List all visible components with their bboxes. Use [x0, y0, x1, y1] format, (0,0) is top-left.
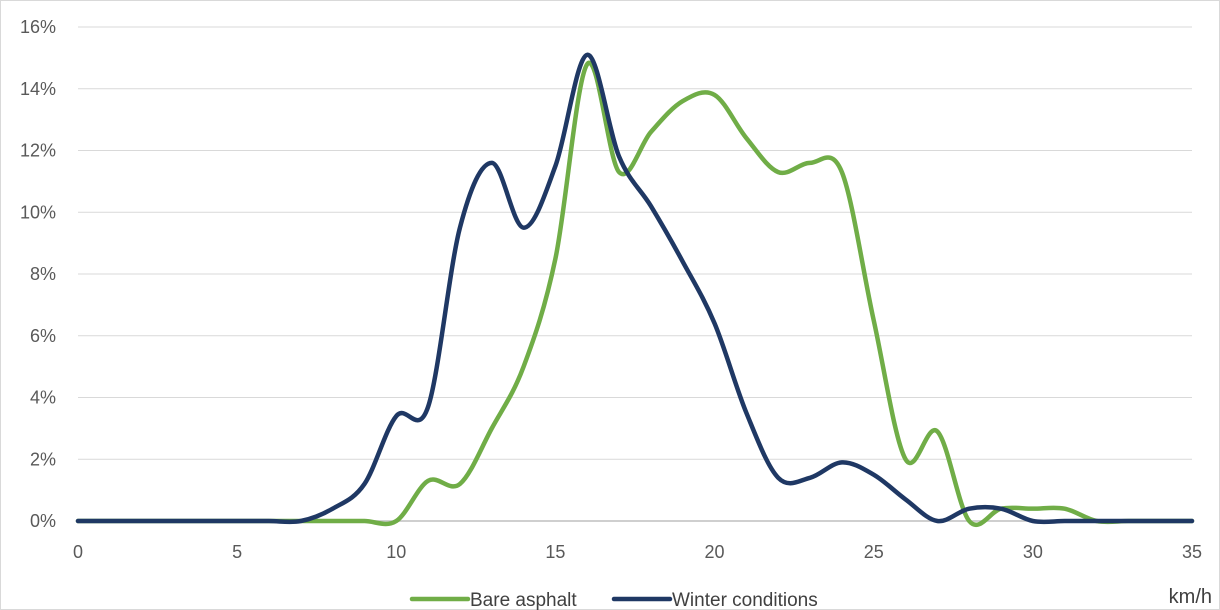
x-tick-label: 25 [864, 542, 884, 562]
x-tick-label: 30 [1023, 542, 1043, 562]
x-axis-unit-label: km/h [1169, 586, 1212, 608]
y-tick-label: 16% [20, 17, 56, 37]
x-tick-label: 15 [545, 542, 565, 562]
y-tick-label: 8% [30, 264, 56, 284]
y-tick-label: 14% [20, 79, 56, 99]
x-axis-tick-labels: 0 5 10 15 20 25 30 35 [73, 542, 1202, 562]
x-tick-label: 20 [705, 542, 725, 562]
gridlines [78, 26, 1192, 460]
y-tick-label: 10% [20, 202, 56, 222]
y-tick-label: 2% [30, 449, 56, 469]
series-line-winter-conditions [75, 52, 1195, 525]
x-tick-label: 10 [386, 542, 406, 562]
x-tick-label: 35 [1182, 542, 1202, 562]
legend: Bare asphalt Winter conditions [409, 590, 818, 610]
y-axis-tick-labels: 0% 2% 4% 6% 8% 10% 12% 14% 16% [20, 17, 56, 531]
legend-label: Bare asphalt [470, 590, 577, 610]
x-tick-label: 0 [73, 542, 83, 562]
y-tick-label: 4% [30, 388, 56, 408]
y-tick-label: 12% [20, 141, 56, 161]
x-tick-label: 5 [232, 542, 242, 562]
series-lines [75, 52, 1195, 528]
y-tick-label: 6% [30, 326, 56, 346]
y-tick-label: 0% [30, 511, 56, 531]
legend-label: Winter conditions [672, 590, 818, 610]
